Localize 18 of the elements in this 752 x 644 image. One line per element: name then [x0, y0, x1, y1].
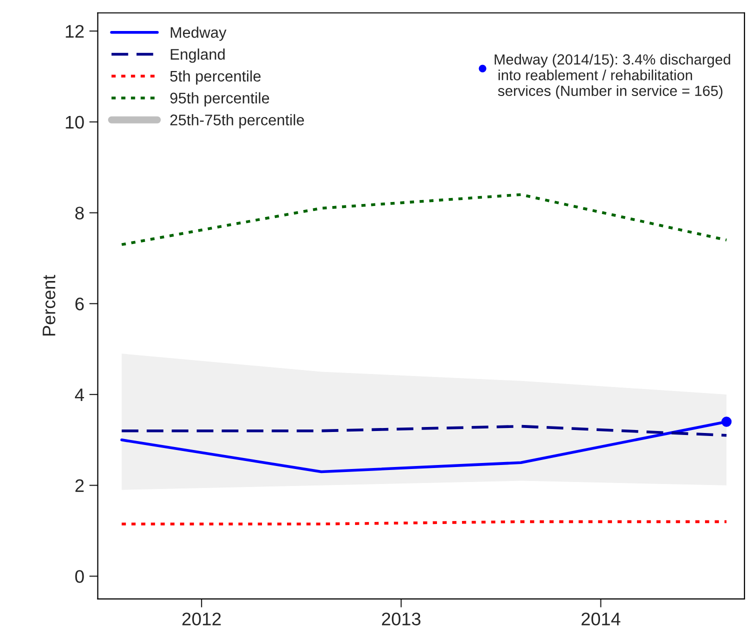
y-tick-label: 10 [66, 116, 84, 129]
y-tick-label: 8 [75, 206, 84, 220]
x-tick-label: 2013 [382, 612, 420, 626]
legend-label: 5th percentile [170, 70, 261, 85]
legend-label: Medway [170, 26, 226, 41]
legend-label: 95th percentile [170, 92, 270, 107]
legend-label: England [170, 48, 225, 63]
x-tick-label: 2014 [582, 612, 620, 626]
legend-label: 25th-75th percentile [170, 114, 304, 128]
y-tick-label: 12 [66, 24, 84, 38]
y-tick-label: 2 [75, 479, 84, 492]
annotation: Medway (2014/15): 3.4% discharged into reablement / rehabilitation services (Number in service = 165) [494, 54, 730, 99]
y-tick-label: 0 [75, 570, 84, 583]
line-series [120, 193, 728, 246]
y-tick-label: 6 [75, 298, 84, 310]
y-tick-label: 4 [74, 388, 84, 402]
y-axis-title: Percent [42, 274, 56, 336]
x-tick-label: 2012 [182, 612, 221, 626]
